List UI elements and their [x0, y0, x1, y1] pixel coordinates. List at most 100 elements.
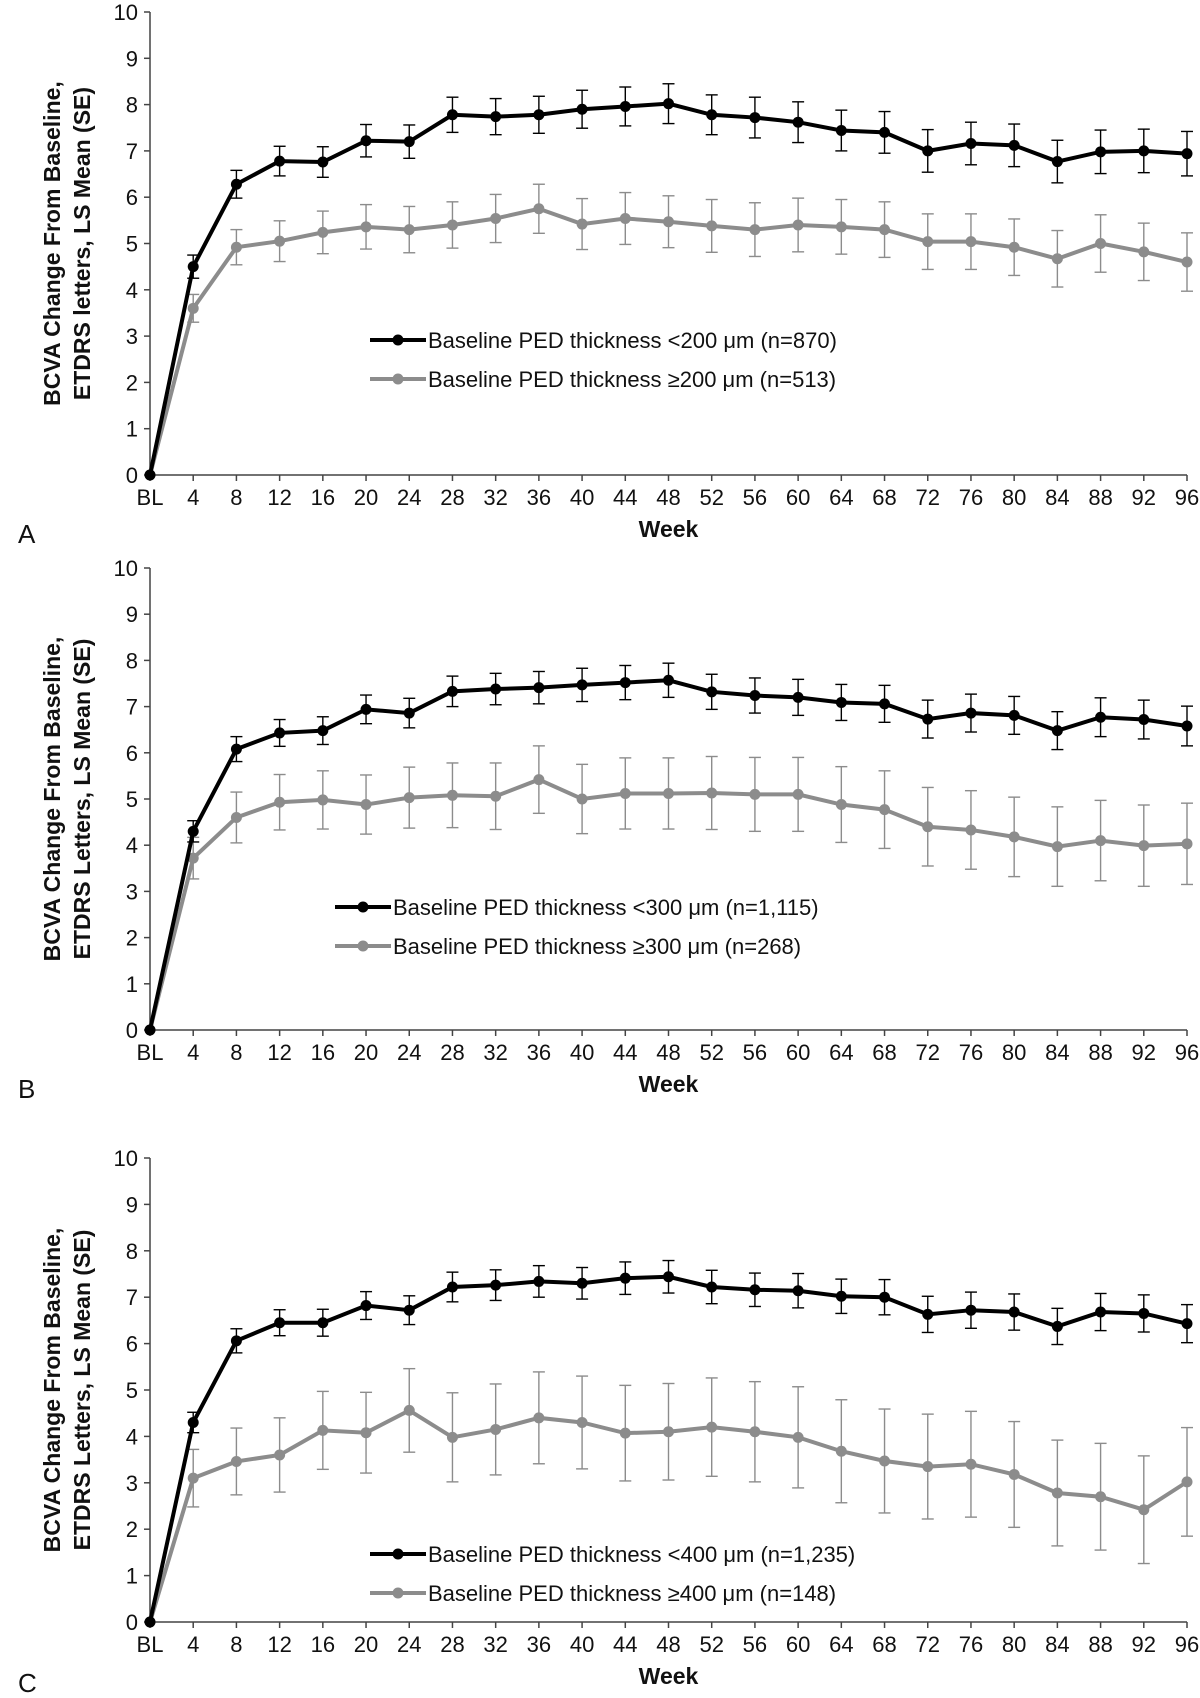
x-tick-label: 48: [656, 1632, 680, 1657]
x-tick-label: 64: [829, 1040, 853, 1065]
data-point: [835, 1290, 847, 1302]
x-tick-label: 88: [1088, 1040, 1112, 1065]
series-thin-ped: [144, 1259, 1193, 1628]
y-tick-label: 2: [126, 926, 138, 951]
legend-marker: [392, 334, 404, 346]
x-tick-label: 76: [959, 1632, 983, 1657]
data-point: [749, 112, 761, 124]
data-point: [576, 103, 588, 115]
data-point: [879, 224, 891, 236]
data-point: [1095, 1306, 1107, 1318]
y-tick-label: 6: [126, 185, 138, 210]
data-point: [922, 1308, 934, 1320]
data-point: [446, 219, 458, 231]
x-tick-label: 8: [230, 1632, 242, 1657]
data-point: [879, 1455, 891, 1467]
data-point: [1181, 1476, 1193, 1488]
x-tick-label: 52: [699, 485, 723, 510]
x-tick-label: 92: [1132, 485, 1156, 510]
x-tick-label: 64: [829, 1632, 853, 1657]
legend-marker: [357, 940, 369, 952]
data-point: [619, 787, 631, 799]
legend-label: Baseline PED thickness <200 μm (n=870): [428, 328, 837, 353]
x-axis-title: Week: [639, 1071, 699, 1097]
data-point: [619, 1272, 631, 1284]
legend-marker: [392, 1548, 404, 1560]
x-tick-label: 76: [959, 1040, 983, 1065]
data-point: [706, 220, 718, 232]
x-tick-label: 68: [872, 1632, 896, 1657]
data-point: [922, 821, 934, 833]
data-point: [360, 1427, 372, 1439]
legend-marker: [392, 373, 404, 385]
data-point: [1008, 709, 1020, 721]
data-point: [533, 109, 545, 121]
data-point: [144, 469, 156, 481]
legend-label: Baseline PED thickness <400 μm (n=1,235): [428, 1542, 855, 1567]
data-point: [490, 683, 502, 695]
x-tick-label: 56: [743, 1040, 767, 1065]
data-point: [317, 1424, 329, 1436]
data-point: [792, 1431, 804, 1443]
data-point: [490, 1423, 502, 1435]
data-point: [663, 674, 674, 686]
data-point: [792, 219, 804, 231]
data-point: [230, 1335, 242, 1347]
data-point: [749, 224, 761, 236]
x-tick-label: BL: [137, 1040, 164, 1065]
x-tick-label: 88: [1088, 485, 1112, 510]
x-tick-label: 60: [786, 1040, 810, 1065]
x-tick-label: 20: [354, 485, 378, 510]
x-tick-label: 4: [187, 1632, 199, 1657]
x-axis-title: Week: [639, 1663, 699, 1689]
legend-entry-thick-ped: Baseline PED thickness ≥300 μm (n=268): [335, 934, 801, 959]
data-point: [706, 109, 718, 121]
x-tick-label: 88: [1088, 1632, 1112, 1657]
x-tick-label: 24: [397, 485, 421, 510]
y-tick-label: 0: [126, 1018, 138, 1043]
y-tick-label: 9: [126, 1192, 138, 1217]
data-point: [576, 679, 588, 691]
data-point: [706, 787, 718, 799]
legend-entry-thin-ped: Baseline PED thickness <300 μm (n=1,115): [335, 895, 819, 920]
y-tick-label: 1: [126, 1564, 138, 1589]
x-tick-label: 12: [267, 485, 291, 510]
x-tick-label: 36: [527, 1040, 551, 1065]
x-tick-label: 84: [1045, 1632, 1069, 1657]
data-point: [1051, 1487, 1063, 1499]
data-point: [835, 799, 847, 811]
x-tick-label: 28: [440, 485, 464, 510]
y-tick-label: 0: [126, 463, 138, 488]
data-point: [922, 713, 934, 725]
data-point: [274, 1449, 286, 1461]
data-point: [1051, 841, 1063, 853]
data-point: [706, 1281, 718, 1293]
y-tick-label: 6: [126, 1332, 138, 1357]
data-point: [446, 1281, 458, 1293]
data-point: [879, 126, 891, 138]
x-tick-label: 96: [1175, 1632, 1199, 1657]
data-point: [187, 261, 199, 273]
data-point: [576, 793, 588, 805]
panel-letter: A: [18, 519, 36, 549]
y-tick-label: 7: [126, 695, 138, 720]
data-point: [187, 1472, 199, 1484]
data-point: [317, 794, 329, 806]
x-tick-label: 16: [311, 485, 335, 510]
x-tick-label: 24: [397, 1040, 421, 1065]
x-tick-label: 44: [613, 485, 637, 510]
x-tick-label: 8: [230, 1040, 242, 1065]
data-point: [274, 796, 286, 808]
series-thick-ped: [144, 183, 1193, 481]
data-point: [1008, 831, 1020, 843]
x-tick-label: 64: [829, 485, 853, 510]
data-point: [360, 799, 372, 811]
data-point: [922, 236, 934, 248]
x-tick-label: 84: [1045, 485, 1069, 510]
data-point: [1051, 156, 1063, 168]
data-point: [792, 691, 804, 703]
data-point: [1051, 253, 1063, 265]
data-point: [403, 224, 415, 236]
y-axis-title-line1: BCVA Change From Baseline,: [39, 637, 65, 962]
